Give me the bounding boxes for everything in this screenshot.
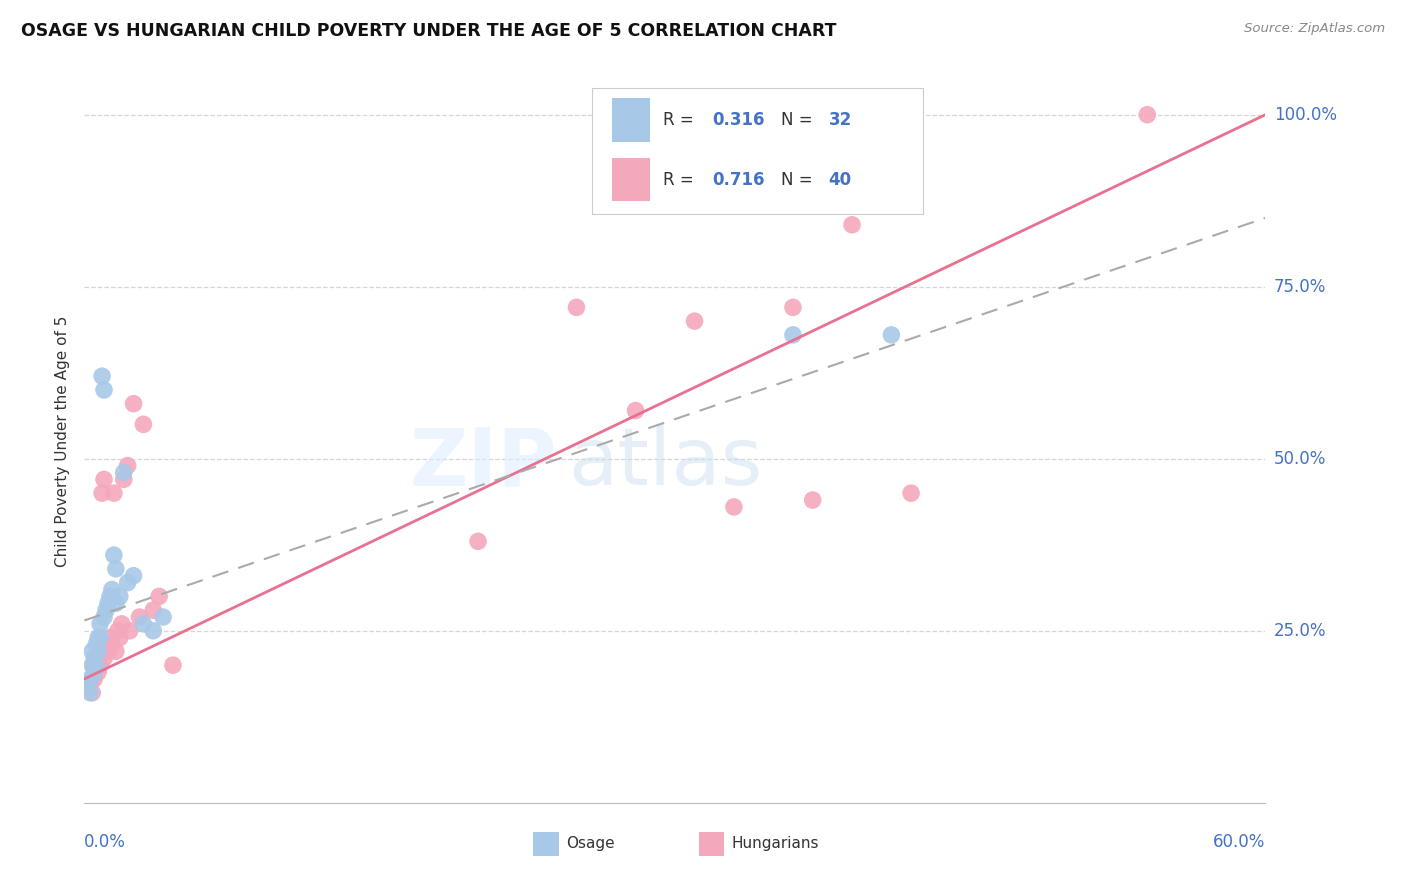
Point (93, 383, 115, 397)
Point (112, 466, 135, 480)
Text: Hungarians: Hungarians (731, 837, 820, 852)
FancyBboxPatch shape (533, 832, 560, 855)
Point (1136, 108, 1159, 122)
Text: ZIP: ZIP (409, 425, 557, 502)
Point (94, 638, 117, 652)
Point (82, 644, 104, 658)
Point (104, 596, 127, 610)
Point (122, 397, 145, 411)
Point (97, 596, 120, 610)
FancyBboxPatch shape (699, 832, 724, 855)
Point (103, 548, 125, 562)
Point (98, 631, 121, 645)
Point (108, 590, 131, 604)
Point (117, 575, 139, 590)
Point (97, 644, 120, 658)
Point (87, 644, 110, 658)
Text: 75.0%: 75.0% (1274, 277, 1326, 296)
Point (104, 562, 127, 576)
Text: N =: N = (782, 170, 818, 189)
Point (87, 631, 110, 645)
Point (112, 472, 135, 486)
Point (104, 644, 127, 658)
Point (107, 624, 129, 638)
Point (82, 658, 104, 673)
Point (148, 590, 170, 604)
Text: atlas: atlas (568, 425, 763, 502)
Point (83, 672, 105, 686)
Point (132, 417, 155, 432)
Point (152, 610, 174, 624)
Point (723, 500, 745, 514)
Point (82, 686, 104, 700)
Point (84, 651, 107, 665)
Point (162, 658, 184, 673)
Point (89, 658, 111, 673)
Point (565, 301, 588, 315)
Text: R =: R = (664, 112, 699, 129)
Point (79, 672, 101, 686)
Point (98, 590, 121, 604)
Point (142, 624, 165, 638)
Text: 0.0%: 0.0% (84, 833, 127, 851)
Point (900, 486, 922, 500)
Point (89, 644, 111, 658)
Point (118, 624, 141, 638)
Point (84, 658, 107, 673)
Point (87, 665, 110, 679)
Point (79, 675, 101, 690)
Text: 32: 32 (828, 112, 852, 129)
Point (142, 603, 165, 617)
Point (77, 679, 100, 693)
FancyBboxPatch shape (612, 98, 650, 142)
Point (128, 610, 150, 624)
Point (91, 486, 114, 500)
Point (79, 686, 101, 700)
Point (782, 327, 804, 342)
Point (101, 582, 124, 597)
Point (89, 616, 111, 631)
Point (103, 486, 125, 500)
Point (93, 651, 115, 665)
Point (91, 369, 114, 384)
Point (89, 631, 111, 645)
Point (132, 616, 155, 631)
Point (83, 658, 105, 673)
Point (683, 314, 706, 328)
Point (801, 493, 824, 508)
Point (841, 218, 863, 232)
Text: 100.0%: 100.0% (1274, 105, 1337, 124)
Point (101, 638, 124, 652)
Point (93, 610, 115, 624)
FancyBboxPatch shape (592, 87, 922, 214)
Point (117, 458, 139, 473)
Point (624, 403, 647, 417)
Point (93, 472, 115, 486)
Text: R =: R = (664, 170, 699, 189)
Point (83, 651, 105, 665)
Point (84, 638, 107, 652)
Text: Osage: Osage (567, 837, 614, 852)
Y-axis label: Child Poverty Under the Age of 5: Child Poverty Under the Age of 5 (55, 316, 70, 567)
Text: 50.0%: 50.0% (1274, 450, 1326, 467)
Point (94, 603, 117, 617)
Point (111, 616, 134, 631)
Point (77, 675, 100, 690)
Point (122, 568, 145, 582)
Point (108, 631, 131, 645)
Text: 0.716: 0.716 (713, 170, 765, 189)
Text: N =: N = (782, 112, 818, 129)
Point (83, 665, 105, 679)
Text: 25.0%: 25.0% (1274, 622, 1326, 640)
Point (782, 301, 804, 315)
Text: 40: 40 (828, 170, 852, 189)
Text: OSAGE VS HUNGARIAN CHILD POVERTY UNDER THE AGE OF 5 CORRELATION CHART: OSAGE VS HUNGARIAN CHILD POVERTY UNDER T… (21, 22, 837, 40)
Text: 0.316: 0.316 (713, 112, 765, 129)
Text: 60.0%: 60.0% (1213, 833, 1265, 851)
Point (880, 327, 903, 342)
Point (467, 534, 489, 549)
Text: Source: ZipAtlas.com: Source: ZipAtlas.com (1244, 22, 1385, 36)
FancyBboxPatch shape (612, 158, 650, 202)
